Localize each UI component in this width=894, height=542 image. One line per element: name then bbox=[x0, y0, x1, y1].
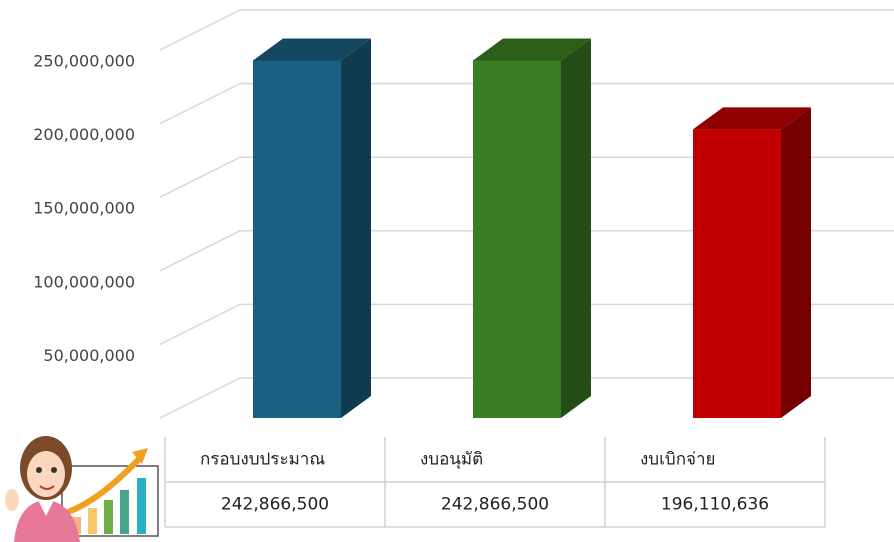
grid-line bbox=[159, 9, 894, 51]
bar-side bbox=[561, 38, 591, 418]
data-table: กรอบงบประมาณ 242,866,500 งบอนุมัติ 242,866,… bbox=[164, 437, 826, 528]
bar bbox=[253, 60, 341, 418]
value-label: 242,866,500 bbox=[221, 495, 329, 515]
category-label: งบเบิกจ่าย bbox=[640, 450, 715, 470]
category-label: กรอบงบประมาณ bbox=[200, 450, 325, 470]
bar-top bbox=[253, 38, 371, 61]
grid-line bbox=[159, 156, 894, 198]
bar-side bbox=[341, 38, 371, 418]
bar bbox=[473, 60, 561, 418]
y-tick-label: 100,000,000 bbox=[33, 272, 135, 291]
y-tick-label: 50,000,000 bbox=[43, 346, 135, 365]
value-label: 196,110,636 bbox=[661, 495, 769, 515]
y-tick-label: 200,000,000 bbox=[33, 125, 135, 144]
grid-line bbox=[159, 303, 894, 346]
y-tick-label: 150,000,000 bbox=[33, 199, 135, 218]
bar-top bbox=[693, 107, 811, 130]
value-label: 242,866,500 bbox=[441, 495, 549, 515]
category-label: งบอนุมัติ bbox=[420, 450, 483, 470]
grid: 50,000,000 100,000,000 150,000,000 200,000,… bbox=[33, 9, 894, 419]
presenter-illustration bbox=[5, 436, 159, 542]
y-tick-label: 250,000,000 bbox=[33, 52, 135, 71]
grid-line bbox=[159, 230, 894, 272]
bar bbox=[693, 129, 781, 419]
grid-floor bbox=[159, 377, 894, 419]
bar-side bbox=[781, 107, 811, 419]
bars bbox=[253, 38, 811, 419]
grid-line bbox=[159, 82, 894, 125]
bar-top bbox=[473, 38, 591, 61]
